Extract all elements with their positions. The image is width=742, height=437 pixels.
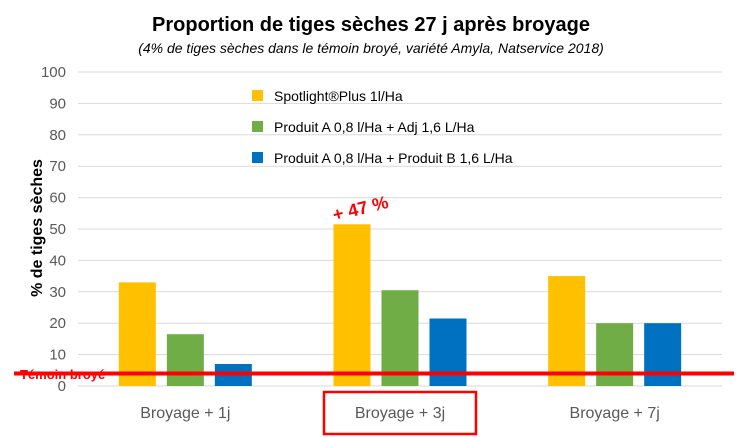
y-tick-label: 30 (49, 284, 66, 301)
highlighted-category-box (322, 390, 478, 436)
y-axis-ticks: 0 10 20 30 40 50 60 70 80 90 100 (41, 64, 66, 395)
y-tick-label: 80 (49, 127, 66, 144)
y-tick-label: 60 (49, 190, 66, 207)
bar (333, 224, 371, 386)
x-tick-label: Broyage + 1j (140, 405, 230, 422)
x-tick-label: Broyage + 3j (355, 405, 445, 422)
legend-entry: Produit A 0,8 l/Ha + Produit B 1,6 L/Ha (274, 150, 513, 166)
legend-entry: Produit A 0,8 l/Ha + Adj 1,6 L/Ha (274, 119, 475, 135)
x-axis-ticks: Broyage + 1j Broyage + 3j Broyage + 7j (140, 405, 660, 422)
bars (118, 224, 682, 386)
legend-swatch (252, 152, 263, 163)
x-tick-label: Broyage + 7j (570, 405, 660, 422)
bar (596, 323, 634, 386)
chart-title: Proportion de tiges sèches 27 j après br… (152, 14, 590, 36)
y-axis-label: % de tiges sèches (29, 159, 46, 297)
y-tick-label: 20 (49, 315, 66, 332)
y-tick-label: 10 (49, 347, 66, 364)
y-tick-label: 90 (49, 95, 66, 112)
y-tick-label: 70 (49, 158, 66, 175)
bar (548, 276, 586, 386)
bar (429, 318, 467, 386)
legend: Spotlight®Plus 1l/Ha Produit A 0,8 l/Ha +… (252, 88, 513, 166)
legend-swatch (252, 121, 263, 132)
bar (166, 334, 204, 386)
reference-line-label: Témoin broyé (20, 367, 105, 382)
chart-subtitle: (4% de tiges sèches dans le témoin broyé… (138, 40, 604, 56)
annotation-increase: + 47 % (331, 192, 391, 225)
bar (381, 290, 419, 386)
y-tick-label: 40 (49, 252, 66, 269)
y-tick-label: 0 (58, 378, 66, 395)
bar (118, 282, 156, 386)
bar (644, 323, 682, 386)
y-tick-label: 100 (41, 64, 66, 81)
legend-entry: Spotlight®Plus 1l/Ha (274, 88, 403, 104)
legend-swatch (252, 90, 263, 101)
y-tick-label: 50 (49, 221, 66, 238)
